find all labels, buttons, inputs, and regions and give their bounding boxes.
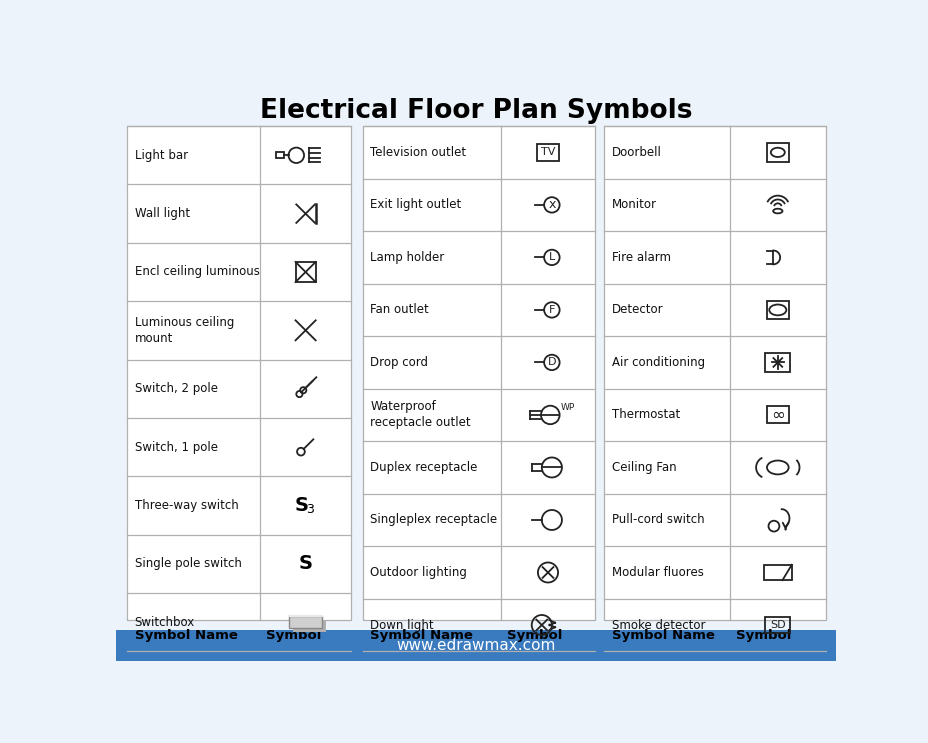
Text: Symbol Name: Symbol Name <box>612 629 715 643</box>
Text: Fire alarm: Fire alarm <box>612 251 670 264</box>
Text: Lamp holder: Lamp holder <box>370 251 445 264</box>
Text: Doorbell: Doorbell <box>612 146 662 159</box>
Text: www.edrawmax.com: www.edrawmax.com <box>396 638 555 653</box>
Text: Drop cord: Drop cord <box>370 356 428 369</box>
Text: Switch, 2 pole: Switch, 2 pole <box>135 382 217 395</box>
Bar <box>116 631 835 661</box>
Text: Encl ceiling luminous: Encl ceiling luminous <box>135 265 259 279</box>
Text: Symbol: Symbol <box>507 629 561 643</box>
Bar <box>295 262 316 282</box>
Text: Fan outlet: Fan outlet <box>370 303 429 317</box>
Text: Detector: Detector <box>612 303 663 317</box>
Text: Pull-cord switch: Pull-cord switch <box>612 513 704 527</box>
Text: Light bar: Light bar <box>135 149 187 162</box>
Text: Three-way switch: Three-way switch <box>135 499 238 512</box>
Text: Exit light outlet: Exit light outlet <box>370 198 461 212</box>
Text: Down light: Down light <box>370 618 433 632</box>
Text: Duplex receptacle: Duplex receptacle <box>370 461 477 474</box>
Text: x: x <box>548 198 555 212</box>
Text: TV: TV <box>540 147 555 158</box>
Bar <box>767 143 788 162</box>
Text: F: F <box>548 305 554 315</box>
Text: 3: 3 <box>306 503 314 516</box>
Text: Modular fluores: Modular fluores <box>612 566 703 579</box>
Text: Luminous ceiling
mount: Luminous ceiling mount <box>135 316 234 345</box>
Bar <box>763 565 791 580</box>
Text: Smoke detector: Smoke detector <box>612 618 705 632</box>
Text: Switch, 1 pole: Switch, 1 pole <box>135 441 217 453</box>
Text: Switchbox: Switchbox <box>135 616 195 629</box>
Bar <box>276 152 284 158</box>
Bar <box>536 144 559 160</box>
Text: Symbol: Symbol <box>735 629 791 643</box>
Text: S: S <box>294 496 308 515</box>
Text: Outdoor lighting: Outdoor lighting <box>370 566 467 579</box>
Text: ∞: ∞ <box>770 406 784 424</box>
Text: Monitor: Monitor <box>612 198 656 212</box>
Text: S: S <box>298 554 312 574</box>
Text: Symbol: Symbol <box>266 629 321 643</box>
Text: Waterproof
receptacle outlet: Waterproof receptacle outlet <box>370 400 470 429</box>
Text: Symbol Name: Symbol Name <box>370 629 472 643</box>
Bar <box>604 126 825 620</box>
Bar <box>765 617 790 634</box>
Bar <box>767 406 788 424</box>
Text: WP: WP <box>560 403 574 412</box>
Text: SD: SD <box>769 620 785 630</box>
Text: Wall light: Wall light <box>135 207 189 220</box>
Bar <box>289 616 321 628</box>
Text: Television outlet: Television outlet <box>370 146 466 159</box>
Text: Single pole switch: Single pole switch <box>135 557 241 570</box>
Text: Air conditioning: Air conditioning <box>612 356 704 369</box>
Bar <box>362 126 595 620</box>
Bar <box>765 353 790 372</box>
Text: Symbol Name: Symbol Name <box>135 629 238 643</box>
Bar <box>767 301 788 319</box>
Text: D: D <box>547 357 556 368</box>
Text: L: L <box>548 253 554 262</box>
Bar <box>127 126 351 620</box>
Bar <box>293 620 326 632</box>
Text: Ceiling Fan: Ceiling Fan <box>612 461 676 474</box>
Text: Thermostat: Thermostat <box>612 409 679 421</box>
Text: Electrical Floor Plan Symbols: Electrical Floor Plan Symbols <box>260 98 691 124</box>
Text: Singleplex receptacle: Singleplex receptacle <box>370 513 496 527</box>
